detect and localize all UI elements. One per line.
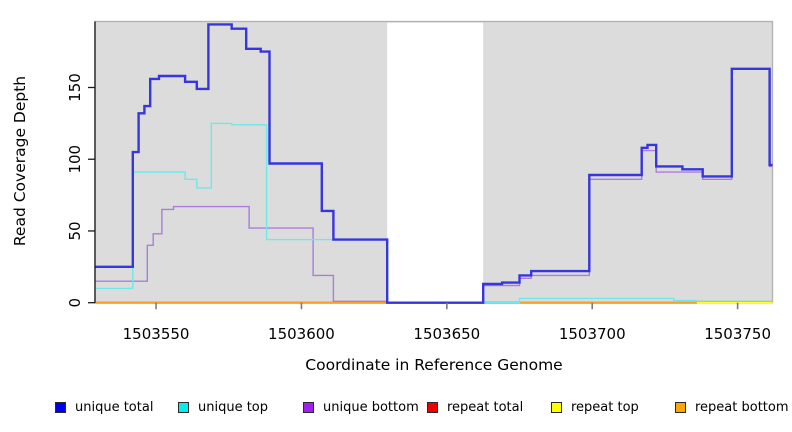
y-tick-label: 50 (66, 221, 84, 240)
legend-label: repeat total (447, 399, 524, 415)
x-tick-label: 1503550 (123, 325, 190, 343)
unique-bottom-swatch-icon (303, 401, 314, 413)
repeat-bottom-swatch-icon (675, 401, 686, 413)
legend: unique total unique top unique bottom re… (0, 399, 792, 419)
legend-label: repeat bottom (695, 399, 789, 415)
x-tick-label: 1503650 (413, 325, 480, 343)
legend-label: repeat top (571, 399, 639, 415)
x-tick-label: 1503600 (268, 325, 335, 343)
legend-item-repeat-total: repeat total (427, 399, 523, 415)
y-tick-label: 100 (66, 145, 84, 174)
unique-top-swatch-icon (178, 401, 189, 413)
repeat-top-swatch-icon (551, 401, 562, 413)
series-unique-top (95, 122, 697, 304)
legend-item-unique-top: unique top (178, 399, 268, 415)
repeat-total-swatch-icon (427, 401, 438, 413)
legend-label: unique total (75, 399, 154, 415)
series-unique-total (95, 23, 773, 304)
legend-label: unique bottom (323, 399, 419, 415)
y-tick-label: 150 (66, 73, 84, 102)
legend-item-unique-bottom: unique bottom (303, 399, 419, 415)
y-tick-label: 0 (66, 298, 84, 308)
no-data-gap-band (387, 22, 484, 303)
legend-item-repeat-top: repeat top (551, 399, 639, 415)
x-axis-title: Coordinate in Reference Genome (305, 356, 563, 374)
x-tick-label: 1503700 (559, 325, 626, 343)
unique-total-swatch-icon (55, 401, 66, 413)
y-axis-title: Read Coverage Depth (11, 75, 29, 247)
legend-item-unique-total: unique total (55, 399, 153, 415)
x-tick-label: 1503750 (704, 325, 771, 343)
legend-label: unique top (198, 399, 269, 415)
legend-item-repeat-bottom: repeat bottom (675, 399, 789, 415)
